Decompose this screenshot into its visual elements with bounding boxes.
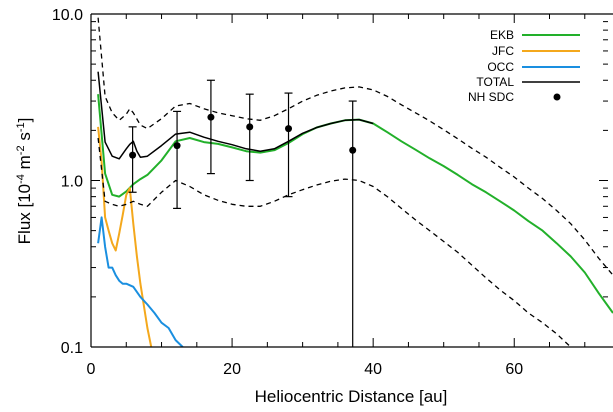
legend: EKB JFC OCC TOTAL NH SDC [468, 28, 580, 104]
legend-item-ekb: EKB [490, 28, 580, 42]
legend-label-jfc: JFC [492, 44, 514, 58]
series-line-total [97, 71, 374, 160]
data-marker [285, 125, 293, 133]
data-marker [246, 123, 254, 131]
lower-envelope-line [97, 137, 572, 347]
upper-envelope-line [97, 17, 613, 276]
series-line-ekb [97, 94, 613, 314]
axes-layer [90, 13, 613, 348]
points-layer [128, 79, 357, 347]
data-marker [349, 146, 357, 154]
x-tick-label: 40 [364, 361, 382, 378]
nh-sdc-point-5 [284, 92, 293, 198]
nh-sdc-point-3 [206, 79, 215, 175]
legend-label-ekb: EKB [490, 28, 514, 42]
data-marker [173, 142, 181, 150]
x-axis-label: Heliocentric Distance [au] [255, 387, 448, 406]
legend-label-occ: OCC [487, 60, 514, 74]
series-line-occ [97, 216, 184, 347]
nh-sdc-point-6 [348, 100, 357, 347]
legend-item-total: TOTAL [476, 75, 580, 89]
series-line-jfc [97, 126, 153, 347]
data-marker [207, 113, 215, 121]
x-tick-label: 20 [223, 361, 241, 378]
y-axis-label: Flux [10-4 m-2 s-1] [15, 118, 34, 245]
y-tick-label: 1.0 [61, 174, 83, 191]
legend-label-total: TOTAL [476, 75, 514, 89]
nh-sdc-point-4 [245, 93, 254, 182]
series-layer [97, 17, 613, 347]
legend-item-jfc: JFC [492, 44, 580, 58]
nh-sdc-point-2 [173, 110, 182, 209]
nh-sdc-point-1 [128, 126, 137, 193]
data-marker [129, 151, 137, 159]
tick-label-layer: 0 20 40 60 0.1 1.0 10.0 [52, 7, 523, 378]
legend-label-nh-sdc: NH SDC [468, 90, 514, 104]
legend-item-nh-sdc: NH SDC [468, 90, 561, 104]
y-tick-label: 10.0 [52, 7, 83, 24]
x-tick-label: 60 [505, 361, 523, 378]
legend-item-occ: OCC [487, 60, 580, 74]
legend-swatch-nh-sdc [553, 93, 561, 101]
x-tick-label: 0 [87, 361, 96, 378]
y-tick-label: 0.1 [61, 340, 83, 357]
